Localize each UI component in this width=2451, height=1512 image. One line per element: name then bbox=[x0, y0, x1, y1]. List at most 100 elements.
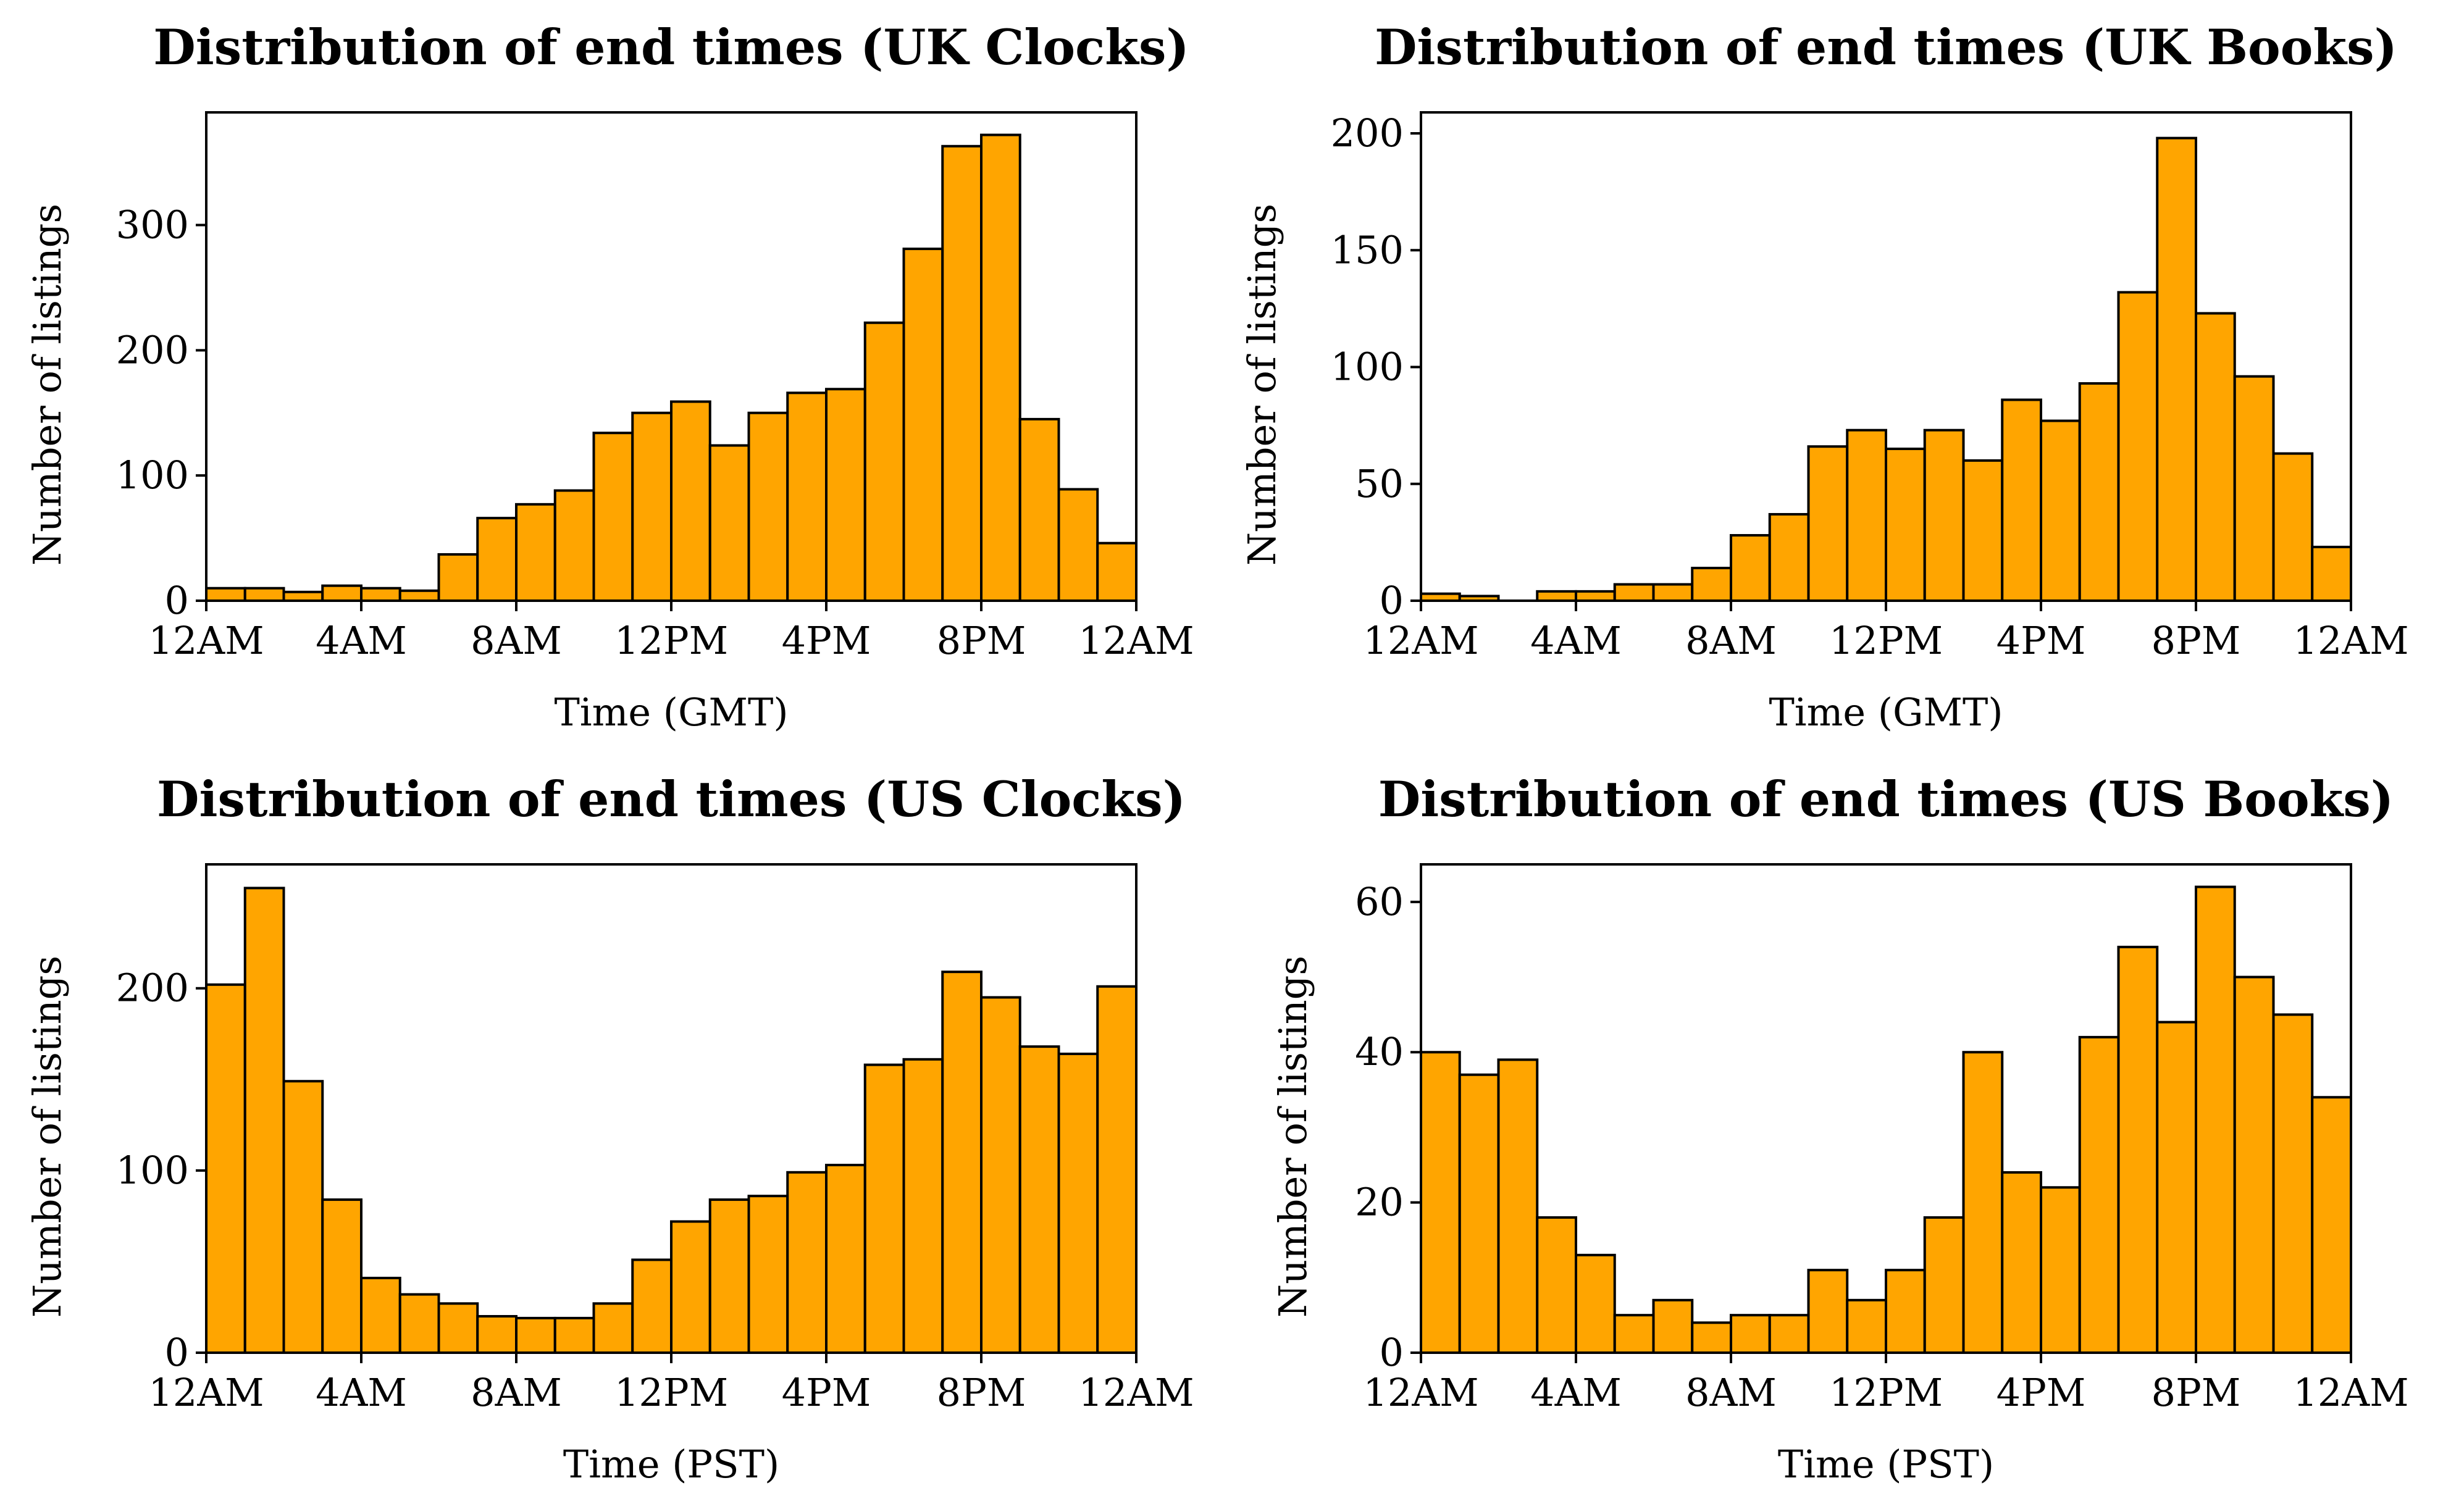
histogram-bar bbox=[243, 887, 285, 1354]
x-tick-label: 8PM bbox=[2151, 618, 2241, 663]
y-tick-label: 100 bbox=[1331, 345, 1404, 390]
histogram-bar bbox=[708, 444, 750, 602]
y-tick-label: 0 bbox=[165, 1330, 189, 1375]
x-tick-label: 12PM bbox=[614, 618, 728, 663]
histogram-bar bbox=[1652, 583, 1694, 603]
histogram-bar bbox=[980, 996, 1021, 1354]
y-axis-label: Number of listings bbox=[25, 956, 70, 1318]
x-tick-label: 4AM bbox=[1530, 618, 1622, 663]
chart-title: Distribution of end times (UK Clocks) bbox=[153, 19, 1189, 76]
histogram-bar bbox=[708, 1198, 750, 1354]
histogram-bar bbox=[2040, 419, 2081, 602]
histogram-bar bbox=[476, 517, 517, 603]
histogram-bar bbox=[2156, 136, 2197, 602]
y-axis-label: Number of listings bbox=[1239, 204, 1284, 566]
histogram-bar bbox=[1846, 428, 1887, 602]
x-axis-label: Time (GMT) bbox=[1769, 690, 2003, 735]
histogram-bar bbox=[631, 1258, 672, 1354]
histogram-bar bbox=[398, 1293, 440, 1355]
histogram-bar bbox=[553, 1316, 595, 1354]
histogram-bar bbox=[205, 983, 246, 1354]
histogram-bar bbox=[902, 248, 944, 603]
y-tick-label: 50 bbox=[1355, 461, 1404, 506]
x-tick-label: 8PM bbox=[937, 1370, 1026, 1415]
y-ticks: 0 100 200 bbox=[116, 966, 206, 1375]
x-ticks: 12AM 4AM 8AM 12PM 4PM 8PM 12AM bbox=[148, 601, 1194, 663]
y-tick-label: 0 bbox=[1380, 578, 1404, 623]
histogram-bar bbox=[476, 1314, 517, 1355]
histogram-bar bbox=[592, 1302, 634, 1355]
y-tick-label: 20 bbox=[1355, 1180, 1404, 1225]
histogram-bar bbox=[1730, 534, 1771, 602]
histogram-bar bbox=[398, 589, 440, 602]
histogram-bar bbox=[1096, 541, 1138, 603]
histogram-bar bbox=[2117, 291, 2159, 602]
x-tick-label: 4PM bbox=[782, 618, 871, 663]
y-tick-label: 100 bbox=[116, 1148, 189, 1193]
x-tick-label: 4PM bbox=[1996, 618, 2086, 663]
y-tick-label: 200 bbox=[116, 327, 189, 372]
histogram-bar bbox=[1768, 512, 1810, 602]
histogram-bar bbox=[2001, 398, 2042, 602]
histogram-bar bbox=[1458, 1073, 1500, 1354]
x-tick-label: 12AM bbox=[1078, 1370, 1194, 1415]
histogram-bar bbox=[1497, 1058, 1539, 1355]
x-tick-label: 8PM bbox=[2151, 1370, 2241, 1415]
x-tick-label: 8AM bbox=[1685, 1370, 1777, 1415]
x-tick-label: 12AM bbox=[1363, 1370, 1478, 1415]
y-ticks: 0 100 200 300 bbox=[116, 203, 206, 623]
histogram-bar bbox=[631, 411, 672, 602]
histogram-bar bbox=[902, 1058, 944, 1354]
histogram-bar bbox=[1018, 417, 1060, 603]
histogram-bar bbox=[786, 1171, 827, 1354]
x-tick-label: 12AM bbox=[148, 1370, 264, 1415]
histogram-bar bbox=[1923, 1216, 1965, 1355]
plot-frame bbox=[1420, 111, 2352, 602]
x-axis-label: Time (GMT) bbox=[554, 690, 788, 735]
histogram-bar bbox=[1691, 1321, 1732, 1354]
histogram-bar bbox=[1057, 1052, 1099, 1354]
y-axis-label: Number of listings bbox=[25, 204, 70, 566]
histogram-bar bbox=[670, 400, 711, 602]
histogram-bar bbox=[2272, 1013, 2314, 1354]
histogram-bar bbox=[1962, 459, 2004, 602]
histogram-bar bbox=[282, 1080, 324, 1355]
histogram-bar bbox=[980, 133, 1021, 602]
plot-frame bbox=[205, 111, 1138, 602]
y-tick-label: 60 bbox=[1355, 879, 1404, 924]
histogram-bar bbox=[1613, 583, 1655, 603]
panel-us-clocks: Distribution of end times (US Clocks) Nu… bbox=[25, 771, 1194, 1487]
histogram-bar bbox=[747, 1195, 789, 1354]
histogram-bar bbox=[825, 388, 866, 602]
panel-us-books: Distribution of end times (US Books) Num… bbox=[1270, 771, 2409, 1487]
x-tick-label: 4AM bbox=[1530, 1370, 1622, 1415]
x-ticks: 12AM 4AM 8AM 12PM 4PM 8PM 12AM bbox=[1363, 1353, 2409, 1415]
x-tick-label: 8AM bbox=[471, 618, 562, 663]
histogram-bar bbox=[1057, 488, 1099, 602]
histogram-bar bbox=[1923, 428, 1965, 602]
histogram-bar bbox=[747, 411, 789, 602]
plot-frame bbox=[205, 863, 1138, 1354]
histogram-bar bbox=[1613, 1314, 1655, 1354]
histogram-bar bbox=[1536, 1216, 1577, 1355]
histogram-bar bbox=[282, 590, 324, 602]
histogram-bar bbox=[2195, 885, 2236, 1354]
histogram-bar bbox=[1652, 1298, 1694, 1355]
y-tick-label: 40 bbox=[1355, 1029, 1404, 1074]
histogram-bar bbox=[2272, 452, 2314, 602]
x-tick-label: 12AM bbox=[1363, 618, 1478, 663]
x-tick-label: 12AM bbox=[2293, 1370, 2408, 1415]
x-ticks: 12AM 4AM 8AM 12PM 4PM 8PM 12AM bbox=[1363, 601, 2409, 663]
x-tick-label: 4PM bbox=[1996, 1370, 2086, 1415]
x-tick-label: 12AM bbox=[1078, 618, 1194, 663]
histogram-bar bbox=[941, 971, 982, 1354]
histogram-bar bbox=[2311, 545, 2352, 602]
chart-title: Distribution of end times (US Books) bbox=[1378, 771, 2394, 828]
histogram-bar bbox=[437, 553, 479, 603]
histogram-bar bbox=[670, 1220, 711, 1355]
x-tick-label: 8AM bbox=[471, 1370, 562, 1415]
x-tick-label: 4AM bbox=[316, 618, 407, 663]
y-tick-label: 300 bbox=[116, 203, 189, 248]
histogram-bar bbox=[1536, 590, 1577, 603]
